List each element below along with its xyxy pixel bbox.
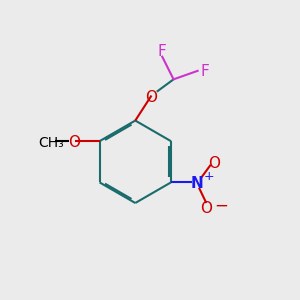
Text: F: F [158, 44, 166, 59]
Text: +: + [204, 170, 214, 183]
Text: CH₃: CH₃ [38, 136, 64, 150]
Text: O: O [146, 89, 158, 104]
Text: O: O [200, 201, 212, 216]
Text: −: − [214, 197, 228, 215]
Text: O: O [208, 156, 220, 171]
Text: O: O [69, 135, 81, 150]
Text: F: F [201, 64, 209, 80]
Text: N: N [191, 176, 204, 191]
